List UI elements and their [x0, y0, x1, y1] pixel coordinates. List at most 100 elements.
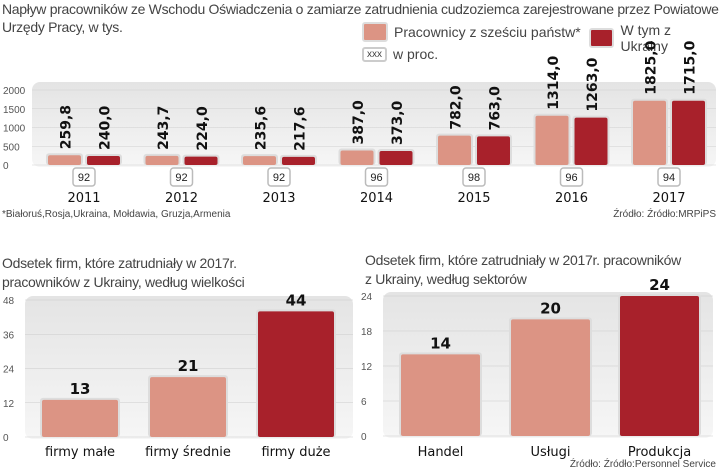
percent-box — [364, 167, 389, 187]
bar — [379, 151, 413, 165]
value-label: 259,8 — [59, 105, 75, 149]
bar — [42, 399, 118, 437]
value-label: 243,7 — [156, 106, 172, 150]
y-tick-label: 18 — [361, 327, 373, 338]
legend-swatch-light — [362, 22, 388, 42]
bar — [87, 156, 120, 165]
x-category-label: 2016 — [555, 191, 588, 206]
bar — [401, 354, 480, 436]
footnote: *Białoruś,Rosja,Ukraina, Mołdawia, Gruzj… — [2, 209, 231, 220]
y-tick-label: 36 — [3, 330, 15, 341]
source-1: Źródło: Źródło:MRPiPS — [613, 209, 716, 220]
bar — [620, 296, 699, 436]
value-label: 235,6 — [254, 106, 270, 150]
value-label: 224,0 — [195, 106, 211, 151]
bar — [184, 156, 218, 165]
value-label: 1263,0 — [585, 57, 601, 111]
value-label: 1715,0 — [683, 40, 699, 94]
y-tick-label: 48 — [3, 296, 15, 307]
legend-swatch-dark — [589, 28, 615, 48]
y-tick-label: 24 — [361, 292, 373, 303]
x-category-label: firmy małe — [45, 445, 115, 460]
percent-box — [169, 167, 194, 187]
legend-item-percent: xxx w proc. — [362, 46, 438, 62]
value-label: 20 — [540, 299, 561, 317]
percent-box — [267, 167, 291, 187]
x-category-label: Handel — [418, 445, 464, 460]
percent-box — [559, 167, 584, 187]
bar — [477, 136, 510, 165]
percent-label: 94 — [663, 172, 675, 184]
y-tick-label: 2000 — [3, 86, 26, 97]
source-2: Źródło: Źródło:Personnel Service — [569, 459, 716, 470]
x-category-label: 2011 — [67, 191, 100, 206]
bar — [282, 156, 315, 165]
bar — [535, 115, 569, 165]
legend-label: w proc. — [393, 46, 439, 62]
percent-label: 98 — [468, 172, 480, 184]
y-tick-label: 12 — [361, 362, 373, 373]
value-label: 14 — [430, 334, 451, 352]
percent-label: 92 — [78, 172, 90, 184]
legend-label: Pracownicy z sześciu państw* — [394, 24, 581, 40]
value-label: 1314,0 — [546, 55, 562, 109]
y-tick-label: 1500 — [3, 105, 26, 116]
y-tick-label: 24 — [3, 365, 15, 376]
x-category-label: 2012 — [165, 191, 198, 206]
x-category-label: 2015 — [457, 191, 490, 206]
chart1-title-line2: Urzędy Pracy, w tys. — [2, 19, 123, 35]
x-category-label: 2013 — [262, 191, 295, 206]
bar — [672, 100, 705, 165]
value-label: 44 — [286, 291, 307, 309]
chart1-title-line1: Napływ pracowników ze Wschodu Oświadczen… — [2, 1, 719, 17]
bar — [48, 155, 81, 165]
bar — [145, 155, 179, 165]
percent-box — [462, 167, 486, 187]
y-tick-label: 0 — [361, 432, 367, 443]
value-label: 217,6 — [293, 107, 309, 151]
y-tick-label: 500 — [3, 142, 20, 153]
percent-label: 92 — [273, 172, 285, 184]
legend-label: W tym z Ukrainy — [620, 22, 672, 54]
percent-label: 92 — [175, 172, 187, 184]
x-category-label: 2014 — [360, 191, 393, 206]
bar — [511, 319, 590, 436]
x-category-label: 2017 — [652, 191, 685, 206]
bar — [574, 117, 608, 165]
value-label: 763,0 — [488, 86, 504, 131]
value-label: 1825,0 — [644, 40, 660, 94]
legend-item-ukraine: W tym z Ukrainy — [589, 22, 720, 54]
percent-label: 96 — [565, 172, 577, 184]
value-label: 782,0 — [449, 85, 465, 130]
bar — [243, 156, 276, 165]
x-category-label: firmy duże — [261, 445, 330, 460]
chart3-title-line1: Odsetek firm, które zatrudniały w 2017r.… — [365, 252, 681, 268]
percent-label: 96 — [370, 172, 382, 184]
y-tick-label: 12 — [3, 399, 15, 410]
legend-item-six-countries: Pracownicy z sześciu państw* — [362, 22, 581, 42]
value-label: 387,0 — [351, 100, 367, 145]
bar — [633, 100, 666, 165]
value-label: 21 — [178, 357, 199, 375]
bar — [340, 150, 374, 165]
bar — [150, 377, 226, 437]
value-label: 13 — [70, 380, 91, 398]
x-category-label: Usługi — [530, 445, 570, 460]
percent-box — [72, 167, 96, 187]
y-tick-label: 6 — [361, 397, 367, 408]
chart3-title-line2: z Ukrainy, według sektorów — [365, 271, 527, 287]
value-label: 24 — [649, 276, 670, 294]
percent-box — [657, 167, 681, 187]
x-category-label: firmy średnie — [145, 445, 231, 460]
y-tick-label: 0 — [3, 161, 9, 172]
bar — [438, 135, 471, 165]
x-category-label: Produkcja — [628, 445, 691, 460]
value-label: 373,0 — [390, 100, 406, 145]
bar — [258, 311, 334, 437]
y-tick-label: 0 — [3, 433, 9, 444]
legend-percent-box: xxx — [362, 46, 387, 62]
chart2-title-line1: Odsetek firm, które zatrudniały w 2017r. — [2, 255, 237, 271]
y-tick-label: 1000 — [3, 124, 26, 135]
chart2-title-line2: pracowników z Ukrainy, według wielkości — [2, 274, 245, 290]
